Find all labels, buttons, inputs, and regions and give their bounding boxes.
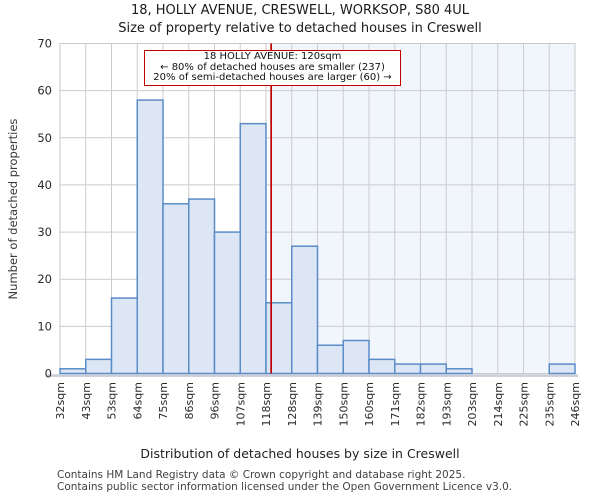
y-tick-label: 60	[37, 84, 52, 98]
x-tick-label: 150sqm	[337, 382, 350, 426]
bar-53sqm	[110, 297, 138, 375]
y-tick-label: 10	[37, 319, 52, 333]
y-tick-label: 70	[37, 37, 52, 51]
x-tick-label: 86sqm	[183, 382, 196, 419]
x-tick-label: 246sqm	[569, 382, 582, 426]
x-tick-label: 171sqm	[389, 382, 402, 426]
bar-139sqm	[316, 344, 344, 375]
x-tick-label: 128sqm	[286, 382, 299, 426]
footer-line-2: Contains public sector information licen…	[57, 480, 513, 493]
x-tick-label: 203sqm	[466, 382, 479, 426]
bar-128sqm	[291, 245, 319, 375]
license-footer: Contains HM Land Registry data © Crown c…	[57, 469, 597, 493]
bar-150sqm	[342, 339, 370, 375]
larger-than-marker-shade	[271, 43, 575, 374]
chart-subtitle: Size of property relative to detached ho…	[118, 21, 482, 36]
x-tick-label: 225sqm	[518, 382, 531, 426]
x-tick-label: 64sqm	[131, 382, 144, 419]
x-tick-label: 139sqm	[312, 382, 325, 426]
footer-line-1: Contains HM Land Registry data © Crown c…	[57, 469, 466, 481]
x-tick-label: 96sqm	[209, 382, 222, 419]
bar-107sqm	[239, 122, 267, 375]
bar-96sqm	[213, 231, 241, 375]
bar-86sqm	[188, 198, 216, 375]
y-tick-label: 40	[37, 178, 52, 192]
x-tick-label: 214sqm	[492, 382, 505, 426]
bar-75sqm	[162, 203, 190, 375]
x-tick-label: 107sqm	[234, 382, 247, 426]
x-tick-label: 182sqm	[415, 382, 428, 426]
x-tick-label: 32sqm	[54, 382, 67, 419]
bar-193sqm	[445, 368, 473, 375]
x-tick-label: 193sqm	[440, 382, 453, 426]
y-tick-label: 50	[37, 131, 52, 145]
marker-annotation-box: 18 HOLLY AVENUE: 120sqm ← 80% of detache…	[144, 50, 401, 86]
y-tick-label: 20	[37, 272, 52, 286]
bar-182sqm	[419, 363, 447, 375]
annotation-line-2: ← 80% of detached houses are smaller (23…	[160, 61, 385, 73]
y-tick-label: 0	[45, 367, 52, 381]
bar-32sqm	[59, 368, 87, 375]
x-tick-label: 43sqm	[80, 382, 93, 419]
bar-64sqm	[136, 99, 164, 375]
bar-160sqm	[368, 358, 396, 375]
bar-171sqm	[394, 363, 422, 375]
x-tick-label: 75sqm	[157, 382, 170, 419]
x-tick-label: 53sqm	[106, 382, 119, 419]
annotation-line-3: 20% of semi-detached houses are larger (…	[153, 72, 392, 84]
chart-title: 18, HOLLY AVENUE, CRESWELL, WORKSOP, S80…	[130, 3, 470, 18]
x-axis-spine	[46, 374, 578, 377]
y-tick-label: 30	[37, 225, 52, 239]
x-axis-label: Distribution of detached houses by size …	[140, 446, 460, 461]
bar-43sqm	[85, 358, 113, 375]
x-tick-label: 160sqm	[363, 382, 376, 426]
y-axis-label: Number of detached properties	[6, 118, 20, 300]
x-tick-label: 235sqm	[543, 382, 556, 426]
annotation-line-1: 18 HOLLY AVENUE: 120sqm	[203, 51, 342, 62]
bar-118sqm	[265, 302, 293, 375]
bar-235sqm	[548, 363, 576, 375]
x-tick-label: 118sqm	[260, 382, 273, 426]
